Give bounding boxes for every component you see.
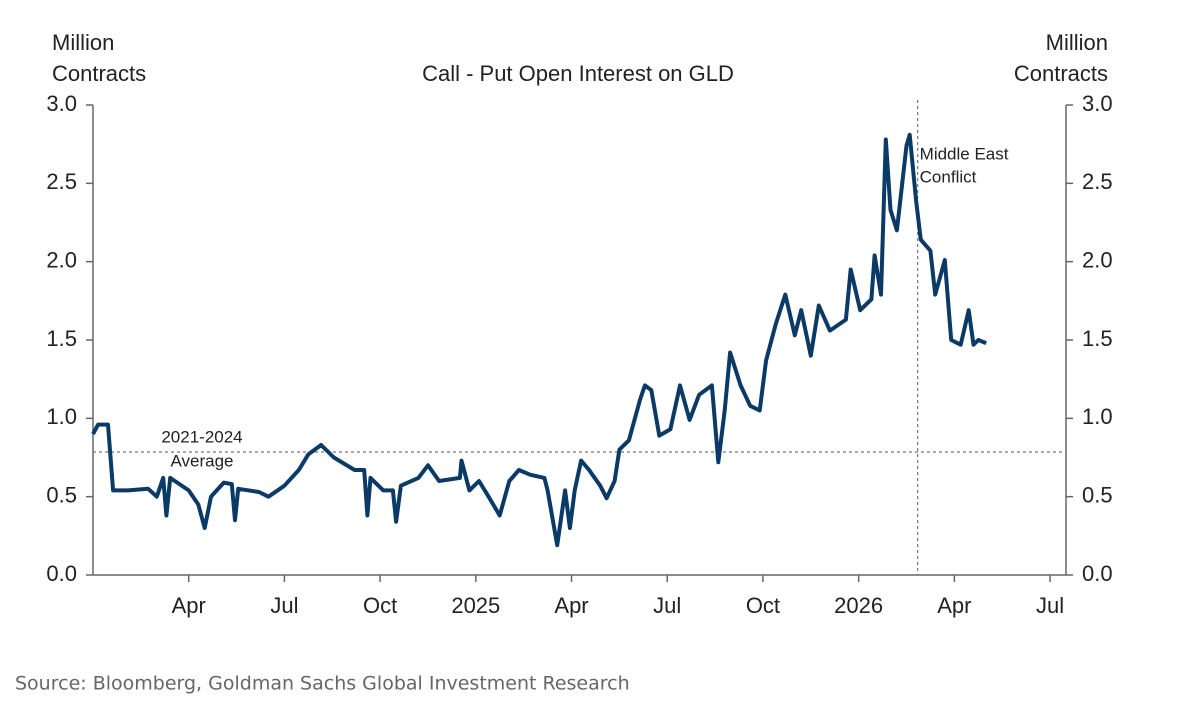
y2-axis-label: Million <box>1046 30 1108 55</box>
data-line <box>91 132 987 548</box>
x-tick-label: Jul <box>270 593 298 618</box>
y2-tick-label: 2.0 <box>1082 247 1113 272</box>
y2-tick-label: 1.0 <box>1082 404 1113 429</box>
y-tick-label: 2.5 <box>46 169 77 194</box>
event-label: Middle East <box>920 144 1009 163</box>
y2-tick-label: 1.5 <box>1082 326 1113 351</box>
average-label: Average <box>170 452 233 471</box>
x-tick-label: 2025 <box>451 593 500 618</box>
x-tick-label: Apr <box>172 593 206 618</box>
y2-tick-label: 0.0 <box>1082 561 1113 586</box>
y2-axis-label: Contracts <box>1014 61 1108 86</box>
x-tick-label: Jul <box>1036 593 1064 618</box>
x-tick-label: Apr <box>937 593 971 618</box>
source-note: Source: Bloomberg, Goldman Sachs Global … <box>15 673 630 695</box>
y-tick-label: 0.0 <box>46 561 77 586</box>
y-axis-label: Contracts <box>52 61 146 86</box>
x-tick-label: 2026 <box>834 593 883 618</box>
x-tick-label: Apr <box>554 593 588 618</box>
average-label: 2021-2024 <box>161 428 242 447</box>
x-tick-label: Oct <box>363 593 397 618</box>
x-tick-label: Jul <box>653 593 681 618</box>
x-tick-label: Oct <box>746 593 780 618</box>
y-tick-label: 1.0 <box>46 404 77 429</box>
y-tick-label: 2.0 <box>46 247 77 272</box>
y-axis-label: Million <box>52 30 114 55</box>
event-label: Conflict <box>920 167 977 186</box>
y2-tick-label: 2.5 <box>1082 169 1113 194</box>
y-tick-label: 0.5 <box>46 482 77 507</box>
y2-tick-label: 0.5 <box>1082 482 1113 507</box>
y-tick-label: 3.0 <box>46 91 77 116</box>
y2-tick-label: 3.0 <box>1082 91 1113 116</box>
chart-title: Call - Put Open Interest on GLD <box>422 61 734 86</box>
y-tick-label: 1.5 <box>46 326 77 351</box>
